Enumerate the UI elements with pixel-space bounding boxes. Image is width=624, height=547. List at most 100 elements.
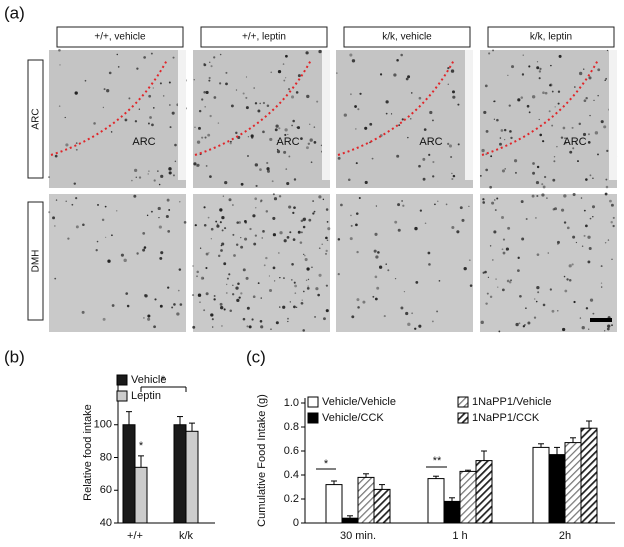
cell-dot <box>457 143 460 146</box>
cell-dot <box>580 197 583 199</box>
cell-dot <box>372 295 375 298</box>
cell-dot <box>286 236 290 239</box>
cell-dot <box>501 288 505 292</box>
cell-dot <box>240 182 244 186</box>
cell-dot <box>283 239 287 243</box>
cell-dot <box>162 95 165 97</box>
cell-dot <box>542 303 546 307</box>
cell-dot <box>153 325 156 329</box>
cell-dot <box>196 275 198 278</box>
cell-dot <box>225 283 228 286</box>
cell-dot <box>313 126 316 128</box>
legend-label: Vehicle/CCK <box>322 412 384 424</box>
cell-dot <box>309 123 311 125</box>
cell-dot <box>198 126 201 130</box>
cell-dot <box>160 174 164 178</box>
cell-dot <box>160 251 164 255</box>
cell-dot <box>293 206 296 209</box>
bar <box>564 442 582 524</box>
cell-dot <box>517 269 520 273</box>
cell-dot <box>246 325 249 328</box>
cell-dot <box>373 249 377 253</box>
bar <box>580 427 598 524</box>
cell-dot <box>536 165 540 169</box>
cell-dot <box>245 76 248 78</box>
cell-dot <box>492 49 494 52</box>
cell-dot <box>279 231 283 235</box>
cell-dot <box>224 227 227 230</box>
cell-dot <box>313 141 317 144</box>
cell-dot <box>385 112 388 115</box>
cell-dot <box>278 195 282 198</box>
column-label: k/k, vehicle <box>382 32 432 43</box>
cell-dot <box>605 185 609 189</box>
cell-dot <box>245 96 248 99</box>
cell-dot <box>167 286 170 289</box>
cell-dot <box>148 170 150 172</box>
cell-dot <box>244 237 248 241</box>
cell-dot <box>54 277 57 280</box>
cell-dot <box>205 90 209 95</box>
cell-dot <box>508 104 511 107</box>
cell-dot <box>564 289 568 293</box>
arc-boundary <box>481 59 599 156</box>
cell-dot <box>299 241 303 244</box>
cell-dot <box>500 215 505 220</box>
cell-dot <box>246 306 250 310</box>
y-tick-label: 0.4 <box>284 469 299 481</box>
cell-dot <box>193 162 197 166</box>
cell-dot <box>325 208 329 211</box>
cell-dot <box>552 178 556 182</box>
cell-dot <box>150 52 153 55</box>
cell-dot <box>401 200 403 202</box>
cell-dot <box>350 93 352 96</box>
cell-dot <box>488 52 491 55</box>
cell-dot <box>285 77 287 79</box>
cell-dot <box>283 79 286 82</box>
cell-dot <box>414 226 418 231</box>
cell-dot <box>578 71 583 76</box>
cell-dot <box>289 301 291 303</box>
cell-dot <box>489 245 492 247</box>
cell-dot <box>216 223 219 225</box>
cell-dot <box>531 194 535 198</box>
cell-dot <box>266 161 269 165</box>
cell-dot <box>583 234 586 237</box>
cell-dot <box>451 172 453 175</box>
cell-dot <box>245 106 249 110</box>
cell-dot <box>611 324 613 327</box>
cell-dot <box>485 168 489 172</box>
cell-dot <box>225 292 228 294</box>
cell-dot <box>562 327 566 332</box>
cell-dot <box>168 171 172 175</box>
scale-bar <box>590 318 612 322</box>
cell-dot <box>375 205 378 207</box>
cell-dot <box>284 128 288 132</box>
cell-dot <box>74 91 78 95</box>
cell-dot <box>490 155 493 158</box>
cell-dot <box>393 73 397 77</box>
cell-dot <box>557 102 560 105</box>
cell-dot <box>355 128 357 130</box>
y-tick-label: 0.2 <box>284 493 299 505</box>
cell-dot <box>225 71 228 74</box>
cell-dot <box>507 74 509 77</box>
cell-dot <box>208 79 211 82</box>
cell-dot <box>260 201 262 203</box>
cell-dot <box>573 300 576 304</box>
cell-dot <box>55 199 58 201</box>
column-label: +/+, leptin <box>242 32 286 43</box>
cell-dot <box>143 246 147 249</box>
cell-dot <box>499 142 502 146</box>
cell-dot <box>254 197 258 201</box>
cell-dot <box>210 313 214 317</box>
cell-dot <box>525 218 528 221</box>
cell-dot <box>93 122 96 125</box>
cell-dot <box>485 302 488 305</box>
cell-dot <box>229 142 232 145</box>
cell-dot <box>504 138 506 141</box>
cell-dot <box>116 210 118 212</box>
cell-dot <box>549 83 553 87</box>
significance-marker: * <box>324 458 329 470</box>
cell-dot <box>270 328 272 330</box>
